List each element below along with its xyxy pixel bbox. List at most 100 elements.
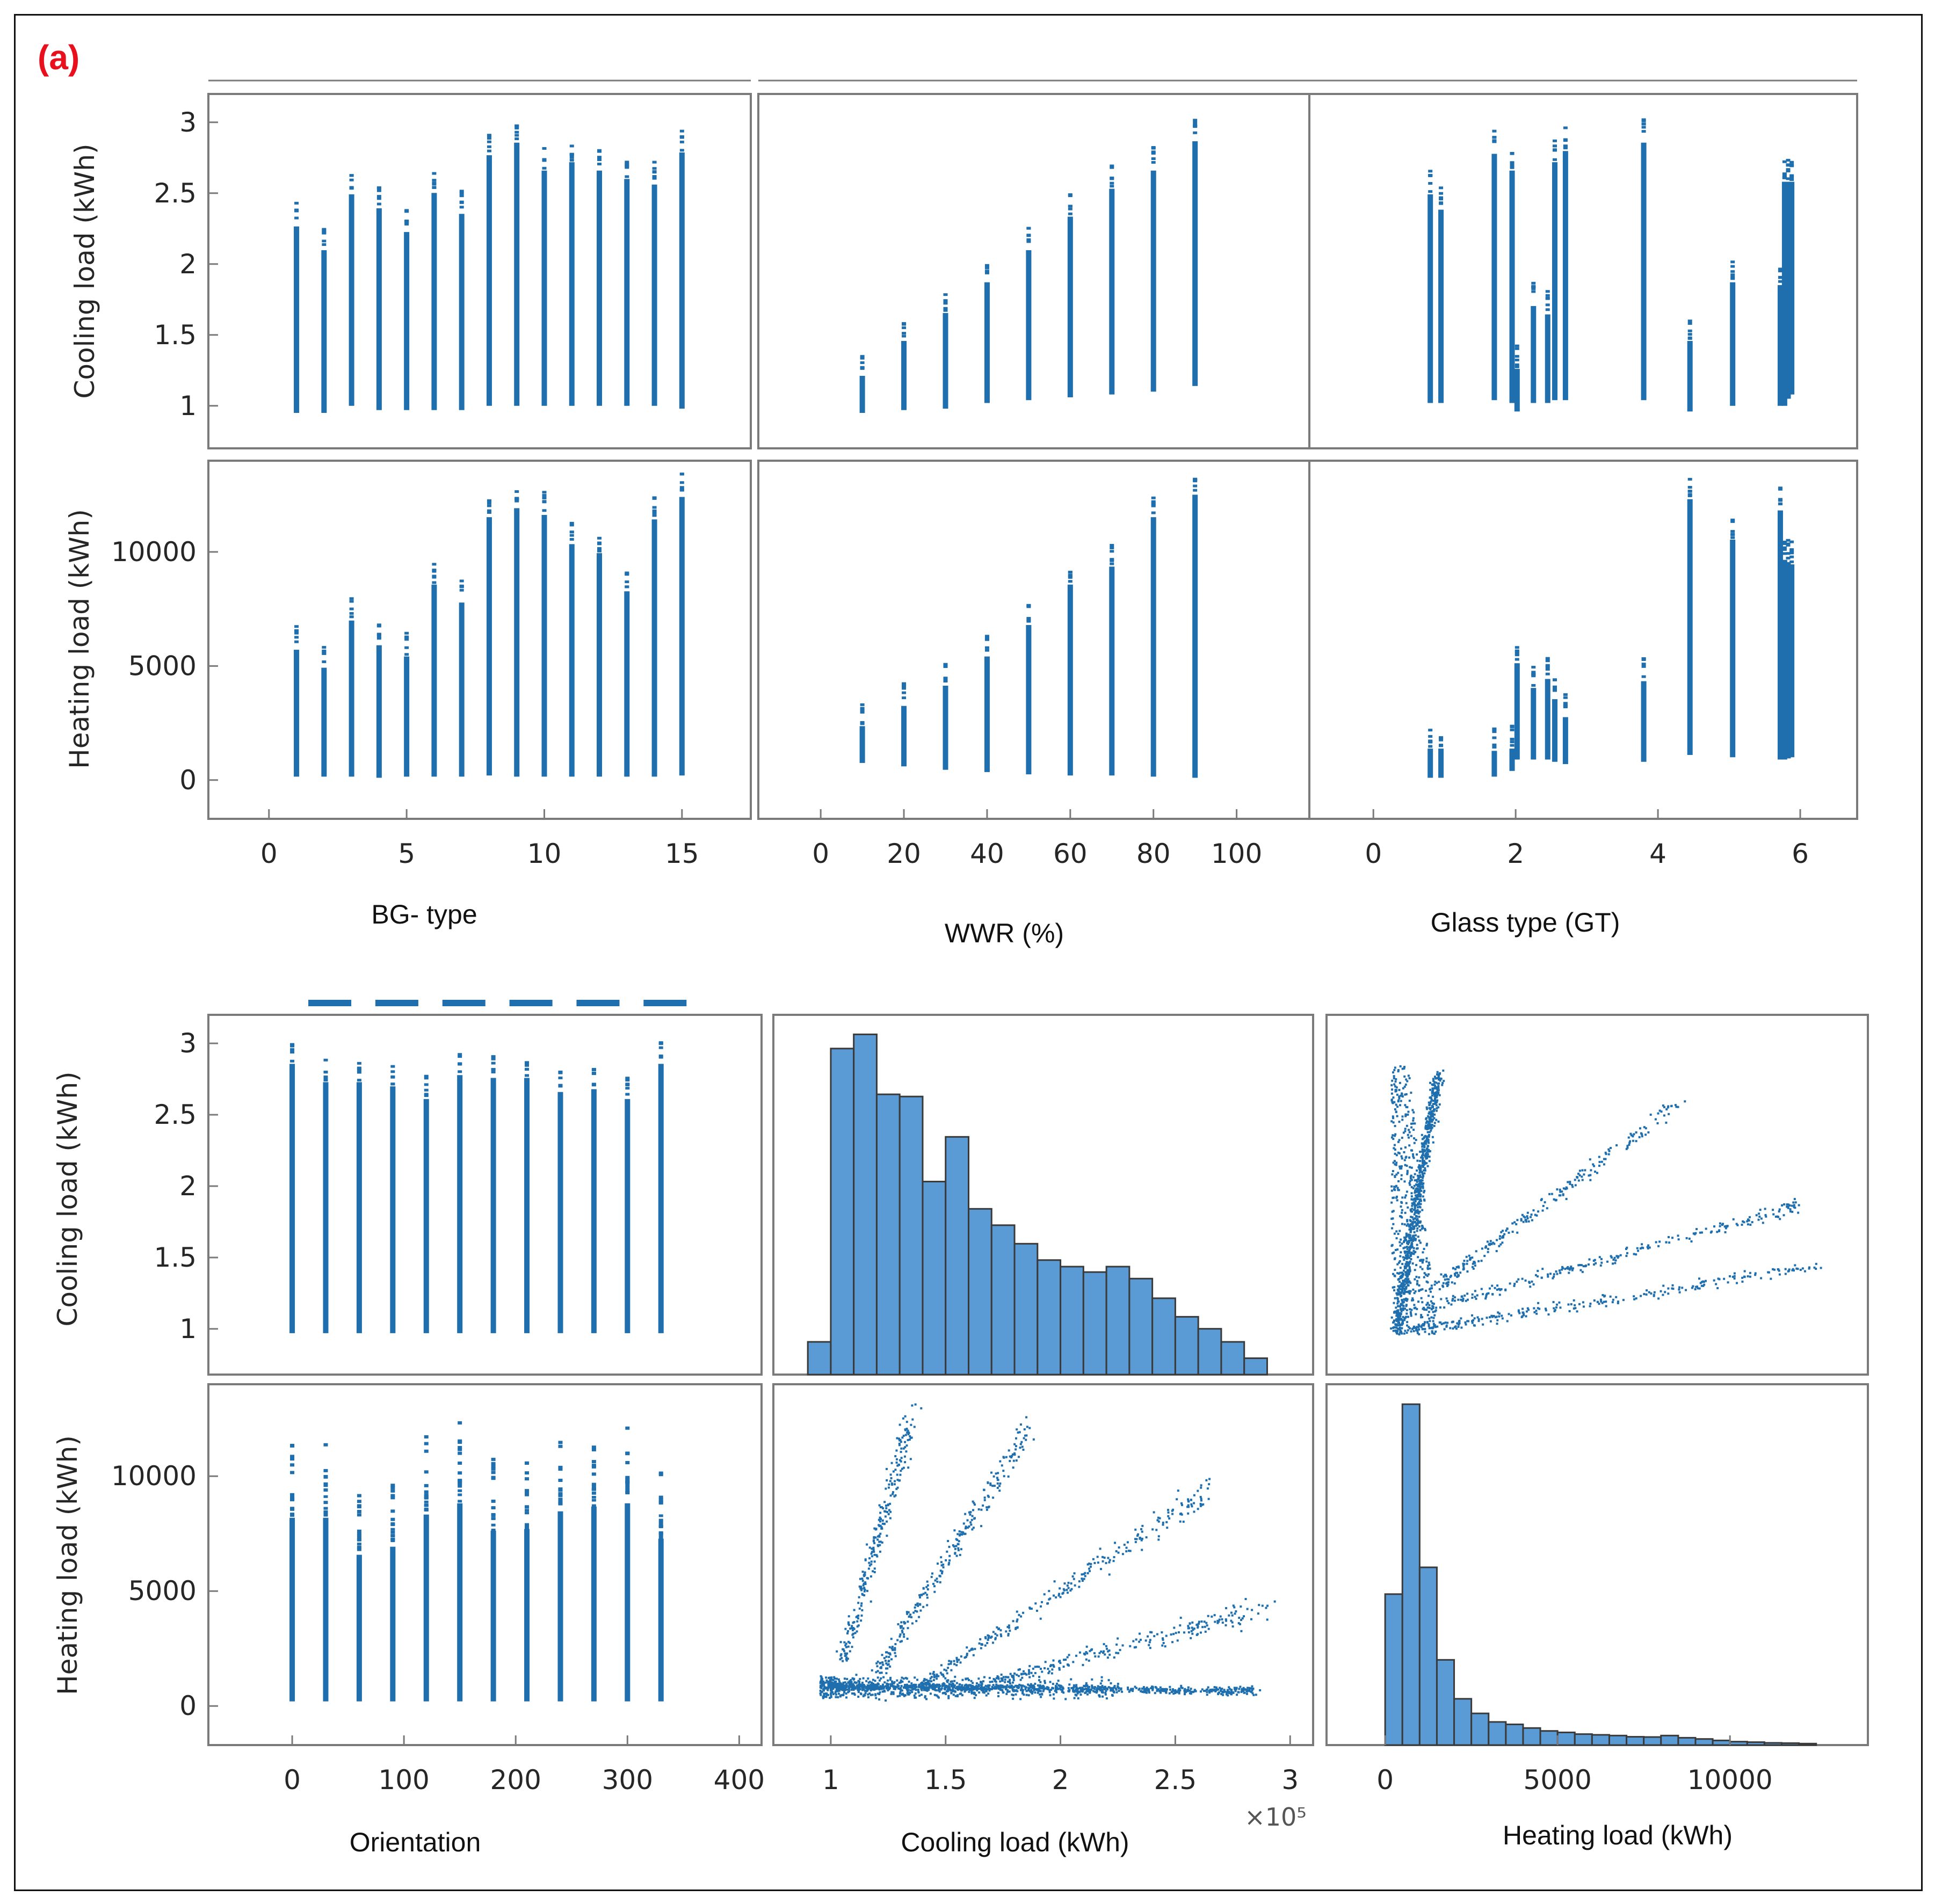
top-stripe-dot	[294, 625, 299, 628]
cool-heat-point	[1526, 1217, 1529, 1220]
cool-heat-point	[1391, 1088, 1394, 1091]
top-stripe	[597, 553, 603, 777]
top-stripe-dot	[1531, 666, 1536, 669]
cool-heat-point	[1421, 1158, 1424, 1161]
cool-heat-point	[1419, 1200, 1422, 1202]
cool-heat-point	[1430, 1284, 1433, 1287]
cool-heat-point	[1801, 1267, 1804, 1270]
cool-heat-point	[1414, 1197, 1416, 1200]
heat-cool-point	[1050, 1672, 1053, 1675]
heat-cool-point	[1081, 1579, 1084, 1582]
top-stripe	[1067, 584, 1073, 776]
orientation-cooling-stripe-dot	[591, 1084, 596, 1087]
top-stripe-dot	[984, 636, 989, 639]
heat-cool-point	[828, 1676, 831, 1679]
cool-heat-point	[1427, 1295, 1430, 1297]
heat-cool-point	[847, 1645, 850, 1648]
heat-cool-point	[838, 1680, 840, 1683]
heat-cool-point	[875, 1662, 878, 1665]
cool-heat-point	[1426, 1265, 1429, 1267]
cool-heat-point	[1796, 1268, 1799, 1270]
heat-cool-point	[987, 1684, 990, 1687]
cool-heat-point	[1398, 1326, 1401, 1329]
heat-cool-point	[1228, 1686, 1230, 1689]
top-axes-r1-c0-box	[207, 460, 752, 820]
heat-cool-point	[908, 1680, 910, 1683]
heat-cool-point	[1118, 1687, 1120, 1689]
heat-cool-point	[947, 1687, 950, 1690]
cool-heat-point	[1588, 1258, 1591, 1261]
heat-cool-point	[934, 1685, 937, 1688]
heat-cool-point	[1273, 1600, 1276, 1603]
heat-cool-point	[849, 1650, 851, 1653]
top-stripe-dot	[376, 202, 381, 206]
heat-cool-point	[838, 1688, 841, 1690]
heat-cool-point	[972, 1509, 974, 1511]
heat-cool-point	[1172, 1690, 1175, 1692]
cool-heat-point	[1434, 1326, 1437, 1328]
top-stripe-dot	[1563, 696, 1568, 699]
heat-cool-point	[1023, 1685, 1026, 1688]
heat-cool-point	[835, 1696, 837, 1698]
heat-cool-point	[1076, 1689, 1079, 1691]
cool-heat-point	[1401, 1332, 1403, 1335]
heat-cool-point	[1068, 1654, 1070, 1656]
cool-heat-point	[1419, 1266, 1422, 1268]
heat-cool-point	[1015, 1459, 1018, 1462]
cool-heat-point	[1428, 1156, 1431, 1158]
heat-cool-point	[1137, 1533, 1140, 1536]
cool-heat-point	[1431, 1092, 1433, 1094]
heat-cool-point	[1064, 1698, 1067, 1700]
bottom-col0-xtick-label: 200	[490, 1764, 541, 1796]
top-stripe-dot	[652, 514, 657, 517]
top-stripe-dot	[515, 127, 519, 130]
cool-heat-point	[1422, 1187, 1424, 1189]
cool-heat-point	[1530, 1216, 1532, 1218]
heat-cool-point	[937, 1687, 940, 1689]
heat-cool-point	[878, 1534, 881, 1537]
cool-heat-point	[1393, 1144, 1396, 1146]
heat-cool-point	[906, 1637, 909, 1640]
heat-cool-point	[900, 1679, 902, 1682]
cool-heat-point	[1598, 1256, 1601, 1259]
heat-cool-point	[1255, 1694, 1257, 1696]
heat-cool-point	[1205, 1622, 1208, 1624]
heat-cool-point	[1150, 1685, 1153, 1688]
heat-cool-point	[889, 1676, 892, 1679]
heat-cool-point	[1022, 1448, 1025, 1451]
heat-cool-point	[902, 1447, 905, 1450]
cool-heat-point	[1419, 1167, 1422, 1169]
heat-cool-point	[849, 1627, 852, 1630]
cool-heat-point	[1403, 1250, 1406, 1253]
cool-heat-point	[1733, 1277, 1736, 1280]
cool-heat-point	[1409, 1231, 1412, 1233]
orientation-heating-dot	[625, 1479, 630, 1483]
heat-cool-point	[1180, 1684, 1183, 1687]
heat-cool-point	[1153, 1511, 1155, 1514]
cool-heat-point	[1429, 1103, 1431, 1106]
cool-heat-point	[1589, 1305, 1591, 1307]
top-stripe	[679, 497, 685, 776]
heat-cool-point	[926, 1596, 929, 1599]
cool-heat-point	[1433, 1084, 1436, 1087]
heat-cool-point	[1058, 1593, 1061, 1595]
heat-cool-point	[1051, 1668, 1054, 1671]
heat-cool-point	[1201, 1626, 1204, 1629]
heat-cool-point	[914, 1676, 916, 1679]
cool-heat-point	[1642, 1247, 1644, 1249]
heat-cool-point	[899, 1691, 902, 1694]
heat-cool-point	[940, 1564, 943, 1567]
orientation-heating-dot	[357, 1547, 361, 1551]
heat-cool-point	[860, 1619, 863, 1622]
orientation-cooling-stripe-dot	[357, 1067, 361, 1071]
heat-cool-point	[1094, 1655, 1097, 1658]
heat-cool-point	[1085, 1658, 1088, 1661]
heat-cool-point	[1112, 1688, 1114, 1690]
heat-cool-point	[976, 1689, 979, 1691]
heat-cool-point	[969, 1521, 972, 1524]
cool-heat-point	[1489, 1240, 1492, 1242]
cool-heat-point	[1423, 1324, 1425, 1327]
cool-heat-point	[1660, 1290, 1662, 1292]
cool-heat-point	[1400, 1174, 1403, 1176]
top-stripe-dot	[459, 588, 464, 592]
